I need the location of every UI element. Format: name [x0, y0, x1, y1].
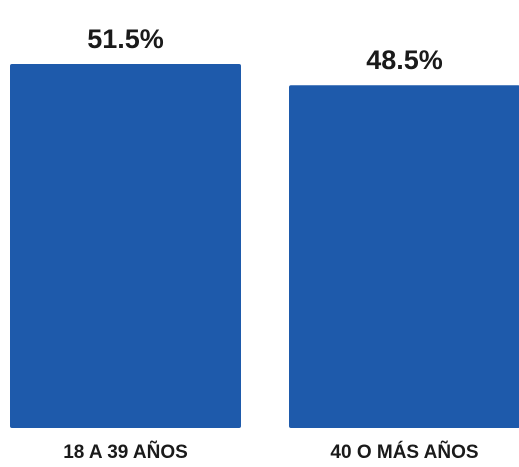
- category-label-18-a-39-a-os: 18 A 39 AÑOS: [63, 441, 188, 463]
- value-label-40-o-m-s-a-os: 48.5%: [366, 45, 443, 75]
- bar-18-a-39-a-os: [10, 64, 241, 428]
- bars-group: [10, 64, 519, 428]
- category-label-40-o-m-s-a-os: 40 O MÁS AÑOS: [330, 441, 478, 463]
- value-label-18-a-39-a-os: 51.5%: [87, 24, 164, 54]
- value-labels-group: 51.5% 48.5%: [87, 24, 443, 75]
- category-labels-group: 18 A 39 AÑOS 40 O MÁS AÑOS: [63, 441, 478, 463]
- bar-40-o-m-s-a-os: [289, 85, 519, 428]
